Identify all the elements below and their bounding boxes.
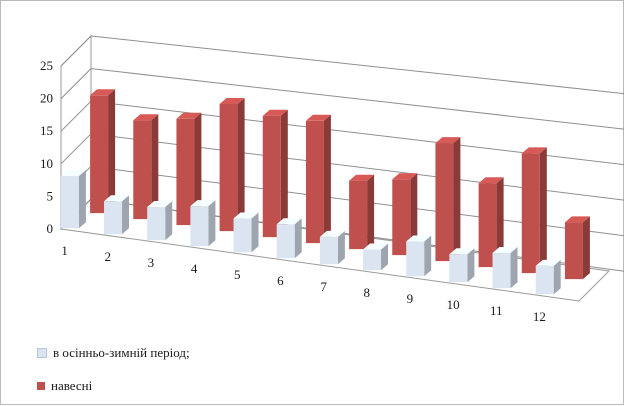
bar-autumn-winter-12 — [535, 259, 561, 295]
bars-series-front — [60, 170, 561, 295]
bar-autumn-winter-5 — [233, 212, 259, 253]
legend-label-spring: навесні — [51, 378, 93, 393]
bar-spring-6 — [305, 114, 331, 244]
legend-item-spring: навесні — [37, 378, 92, 394]
bar-spring-11 — [521, 147, 547, 274]
y-tick-labels: 0 5 10 15 20 25 — [40, 58, 53, 236]
x-tick-label: 11 — [490, 303, 503, 318]
x-tick-label: 3 — [148, 255, 155, 270]
gridline-side — [60, 133, 92, 165]
bar-spring-2 — [133, 114, 159, 220]
legend-item-autumn-winter: в осінньо-зимній період; — [37, 345, 190, 361]
legend-swatch-spring — [37, 382, 45, 390]
gridline — [90, 35, 624, 95]
bar-autumn-winter-11 — [492, 247, 518, 289]
gridline-side — [60, 35, 92, 67]
bar-autumn-winter-8 — [363, 243, 388, 271]
bar-autumn-winter-7 — [319, 230, 345, 265]
bar-spring-9 — [435, 137, 461, 262]
x-tick-labels: 1 2 3 4 5 6 7 8 9 10 11 12 — [61, 243, 546, 324]
bar-spring-3 — [176, 112, 202, 226]
gridline — [90, 68, 624, 130]
y-tick-label: 15 — [40, 123, 53, 138]
x-tick-label: 7 — [320, 279, 327, 294]
x-tick-label: 6 — [277, 273, 284, 288]
y-tick-label: 10 — [40, 156, 53, 171]
x-tick-label: 9 — [407, 291, 414, 306]
bar-autumn-winter-2 — [104, 195, 129, 235]
y-tick-label: 0 — [47, 221, 54, 236]
x-tick-label: 2 — [105, 249, 112, 264]
bars-series-back — [90, 89, 590, 280]
x-tick-label: 4 — [191, 261, 198, 276]
bar-autumn-winter-6 — [276, 218, 302, 259]
x-tick-label: 8 — [364, 285, 371, 300]
bar-spring-10 — [478, 177, 504, 268]
y-tick-label: 5 — [47, 188, 54, 203]
bar-autumn-winter-4 — [190, 200, 216, 247]
legend-swatch-autumn-winter — [37, 348, 47, 358]
y-tick-label: 25 — [40, 58, 53, 73]
bar-spring-12 — [564, 216, 590, 280]
bar-autumn-winter-9 — [406, 235, 432, 277]
x-tick-label: 5 — [234, 267, 241, 282]
bar-spring-5 — [262, 109, 288, 238]
legend-label-autumn-winter: в осінньо-зимній період; — [53, 345, 190, 360]
bar-autumn-winter-1 — [60, 170, 86, 229]
gridline-side — [60, 68, 92, 99]
x-tick-label: 1 — [61, 243, 68, 258]
x-tick-label: 12 — [533, 309, 546, 324]
x-tick-label: 10 — [447, 297, 460, 312]
gridline-side — [60, 100, 92, 132]
bar-spring-4 — [219, 98, 245, 232]
bar-spring-1 — [90, 89, 116, 214]
bar-autumn-winter-3 — [147, 201, 173, 241]
y-tick-label: 20 — [40, 91, 53, 106]
bar-spring-8 — [392, 173, 418, 256]
bar-spring-7 — [349, 174, 375, 250]
bar-autumn-winter-10 — [449, 248, 475, 283]
